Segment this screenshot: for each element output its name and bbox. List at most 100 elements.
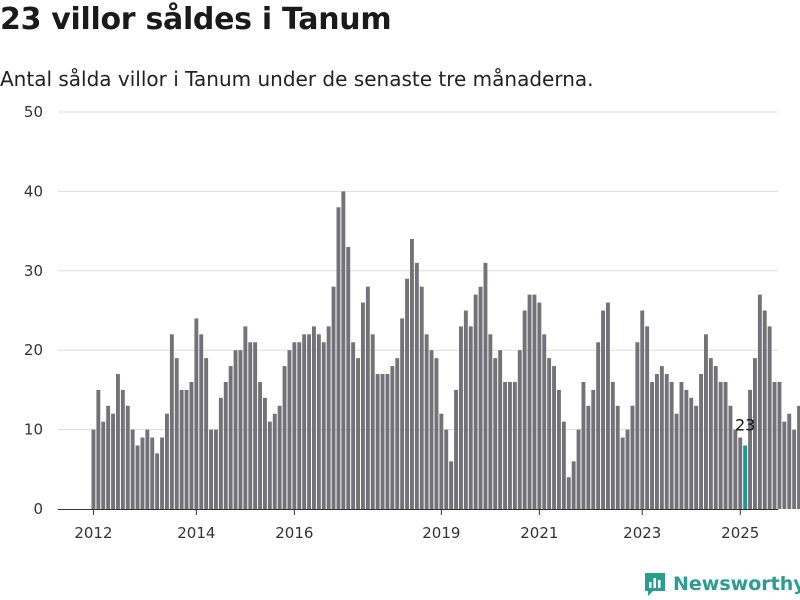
bar — [106, 405, 111, 509]
bar — [331, 286, 336, 509]
bar — [292, 342, 297, 509]
bar — [459, 326, 463, 509]
bar — [669, 381, 674, 509]
bar — [601, 310, 605, 509]
bar — [522, 310, 527, 509]
bar — [767, 326, 772, 509]
bar — [561, 421, 566, 509]
bar — [542, 334, 547, 509]
bar — [468, 326, 473, 509]
bar — [547, 358, 552, 509]
bar — [135, 445, 140, 509]
bar — [757, 294, 762, 509]
y-tick-label: 10 — [24, 421, 43, 439]
bar — [610, 381, 615, 509]
bar — [228, 366, 233, 509]
bar — [699, 374, 703, 509]
bar — [527, 294, 532, 509]
bar — [498, 350, 503, 509]
bar — [312, 326, 316, 509]
bar — [356, 358, 360, 509]
bar — [277, 405, 282, 509]
bar — [395, 358, 400, 509]
bar — [243, 326, 248, 509]
bar — [253, 342, 258, 509]
bar — [503, 381, 507, 509]
bar — [581, 381, 586, 509]
tick-labels: 0 10 20 30 40 50 23 2012 2014 2016 2019 2021 2023 202… — [24, 103, 759, 542]
x-tick-label: 2021 — [520, 524, 558, 542]
bar — [517, 350, 522, 509]
bar — [424, 334, 429, 509]
bar — [625, 429, 630, 509]
bar — [606, 302, 610, 509]
bar — [400, 318, 405, 509]
bar — [380, 374, 385, 509]
x-tick-label: 2012 — [74, 524, 112, 542]
bar — [321, 342, 326, 509]
bar — [214, 429, 218, 509]
bar — [336, 207, 341, 509]
newsworthy-brand[interactable]: Newsworthy — [643, 569, 800, 599]
bar — [165, 413, 169, 509]
bar — [645, 326, 650, 509]
bar — [155, 453, 160, 509]
bar — [287, 350, 292, 509]
bar — [655, 374, 659, 509]
bar — [101, 421, 106, 509]
bar — [689, 397, 694, 509]
bars — [91, 191, 800, 510]
bar — [787, 413, 792, 509]
bar — [591, 389, 596, 509]
bar — [341, 191, 346, 509]
y-tick-label: 40 — [24, 182, 43, 200]
bar — [223, 381, 228, 509]
bar — [375, 374, 380, 509]
bar — [307, 334, 311, 509]
bar — [596, 342, 601, 509]
bar — [620, 437, 625, 509]
bar — [326, 326, 331, 509]
bar — [179, 389, 184, 509]
bar — [537, 302, 542, 509]
bar — [454, 389, 458, 509]
bar — [532, 294, 537, 509]
bar — [694, 405, 699, 509]
bar — [792, 429, 797, 509]
bar — [797, 405, 800, 509]
bar — [473, 294, 478, 509]
bar — [414, 262, 419, 509]
x-tick-label: 2019 — [422, 524, 460, 542]
bar — [704, 334, 708, 509]
bar — [184, 389, 189, 509]
bar — [630, 405, 635, 509]
bar — [478, 286, 483, 509]
bar — [267, 421, 272, 509]
bar — [738, 437, 743, 509]
bar — [615, 405, 620, 509]
bar — [439, 413, 444, 509]
bar — [650, 381, 654, 509]
bar — [488, 334, 493, 509]
bar — [189, 381, 194, 509]
bar — [160, 437, 164, 509]
bar — [777, 381, 782, 509]
bar — [204, 358, 209, 509]
x-tick-label: 2016 — [275, 524, 313, 542]
bar — [493, 358, 498, 509]
bar — [635, 342, 640, 509]
bar — [733, 429, 738, 509]
bar — [659, 366, 664, 509]
chart-title: 23 villor såldes i Tanum — [0, 2, 392, 37]
bar — [713, 366, 718, 509]
bar — [444, 429, 449, 509]
bar — [370, 334, 375, 509]
bar — [571, 461, 576, 509]
bar — [116, 374, 120, 509]
bar — [199, 334, 204, 509]
bar — [125, 405, 130, 509]
bar — [218, 397, 223, 509]
newsworthy-logo-icon — [645, 573, 665, 596]
bar — [483, 262, 488, 509]
bar — [718, 381, 723, 509]
